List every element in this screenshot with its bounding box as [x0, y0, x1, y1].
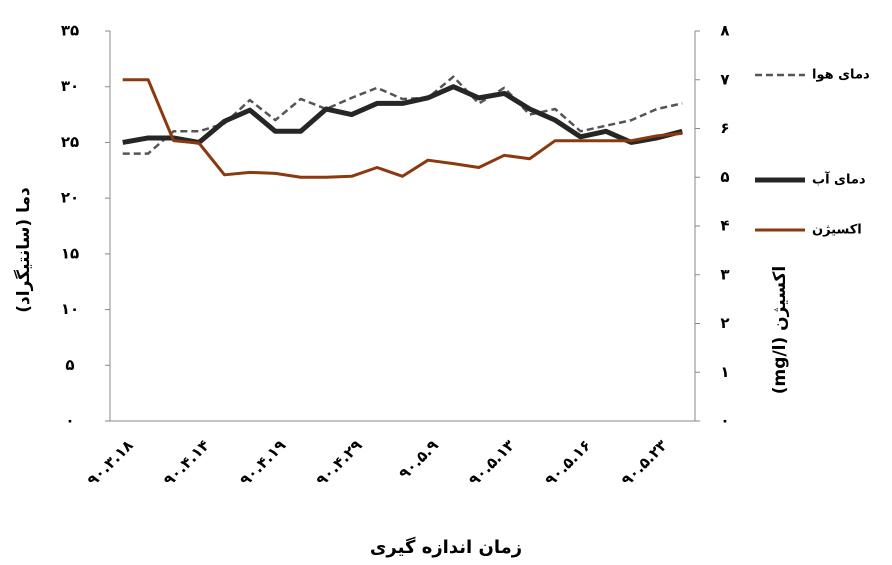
x-tick-label: ۹۰.۵.۹	[395, 436, 442, 483]
y2-tick-label: ۱	[720, 363, 729, 381]
y2-tick-label: ۳	[720, 265, 729, 283]
legend-label: دمای آب	[812, 171, 866, 188]
y2-tick-label: ۶	[720, 119, 729, 137]
legend-label: اکسیژن	[812, 223, 862, 238]
x-tick-label: ۹۰.۵.۱۳	[465, 436, 518, 489]
y2-tick-label: ۴	[720, 217, 729, 235]
y2-tick-label: ۷	[720, 70, 729, 88]
x-tick-label: ۹۰.۵.۱۶	[541, 436, 594, 489]
y-tick-label: ۳۰	[61, 77, 79, 95]
y2-tick-label: ۵	[720, 168, 729, 186]
series-line	[122, 84, 683, 145]
y-tick-label: ۰	[65, 412, 74, 430]
y2-tick-label: ۲	[720, 314, 729, 332]
x-axis-title: زمان اندازه گیری	[370, 536, 522, 558]
legend-label: دمای هوا	[812, 68, 870, 83]
y-axis-title: دما (سانتیگراد)	[13, 187, 34, 313]
y-tick-label: ۳۵	[61, 22, 79, 40]
x-tick-label: ۹۰.۴.۱۴	[160, 436, 213, 489]
y2-axis-title: اکسیژن (mg/l)	[770, 266, 790, 394]
y-tick-label: ۱۵	[61, 244, 79, 262]
y2-tick-label: ۸	[720, 22, 729, 40]
x-tick-label: ۹۰.۴.۱۹	[236, 436, 289, 489]
x-tick-label: ۹۰.۴.۲۹	[312, 436, 365, 489]
series-line	[122, 78, 683, 179]
y-tick-label: ۵	[65, 356, 74, 374]
x-tick-label: ۹۰.۵.۲۳	[618, 436, 671, 489]
y-tick-label: ۱۰	[61, 300, 79, 318]
x-tick-label: ۹۰.۳.۱۸	[84, 436, 137, 489]
y-tick-label: ۲۰	[61, 189, 79, 207]
y2-tick-label: ۰	[720, 412, 729, 430]
y-tick-label: ۲۵	[61, 133, 79, 151]
